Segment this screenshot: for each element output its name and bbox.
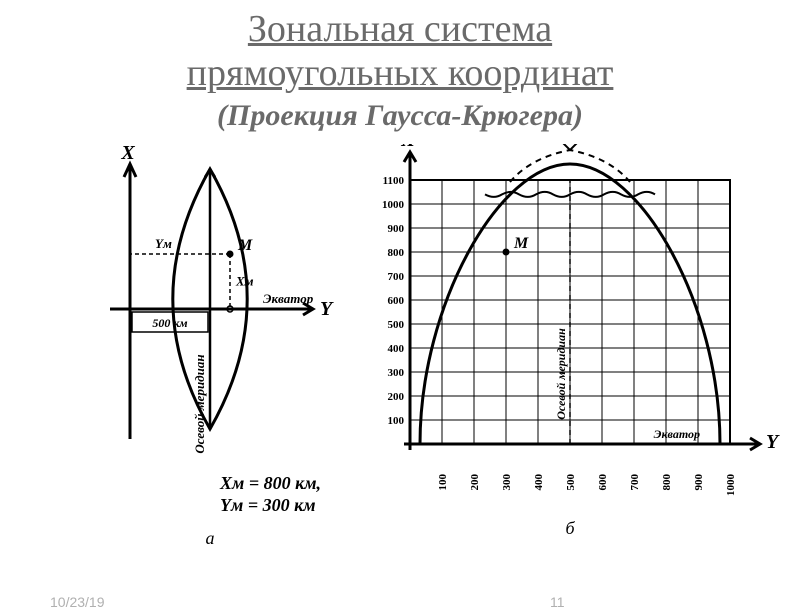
svg-text:X: X [400,144,415,151]
svg-text:Xм: Xм [235,273,254,288]
svg-text:200: 200 [469,473,481,490]
svg-text:Экватор: Экватор [263,291,314,306]
svg-text:500: 500 [388,319,405,331]
figure-area: X Y Экватор 500 км M Yм Xм Осевой меридиан Xм = … [0,144,800,564]
svg-text:800: 800 [388,247,405,259]
diagram-a: X Y Экватор 500 км M Yм Xм Осевой меридиан Xм = … [60,144,360,564]
svg-text:Осевой меридиан: Осевой меридиан [554,328,568,420]
svg-text:Y: Y [320,298,334,320]
footer-page: 11 [550,594,565,610]
svg-text:300: 300 [501,473,513,490]
svg-text:Yм: Yм [155,236,172,251]
svg-text:Yм = 300 км: Yм = 300 км [220,495,316,515]
svg-text:800: 800 [661,473,673,490]
svg-text:900: 900 [693,473,705,490]
svg-text:1000: 1000 [382,199,405,211]
svg-text:300: 300 [388,367,405,379]
svg-text:Xм = 800 км,: Xм = 800 км, [219,473,321,493]
svg-text:100: 100 [437,473,449,490]
footer-date: 10/23/19 [50,594,105,610]
svg-text:500 км: 500 км [152,316,187,330]
svg-text:1000: 1000 [725,473,737,496]
svg-text:900: 900 [388,223,405,235]
diagram-b: X Y Экватор 100 200 300 400 500 600 700 800 900 1000… [360,144,780,564]
svg-text:200: 200 [388,391,405,403]
svg-text:б: б [565,518,575,538]
svg-text:600: 600 [597,473,609,490]
svg-text:M: M [513,235,529,252]
title-sub: (Проекция Гаусса-Крюгера) [0,99,800,134]
svg-text:500: 500 [565,473,577,490]
svg-text:700: 700 [388,271,405,283]
svg-text:Экватор: Экватор [654,427,700,441]
svg-text:а: а [206,528,215,548]
svg-text:1100: 1100 [383,175,405,187]
title-block: Зональная система прямоугольных координа… [0,0,800,134]
svg-text:100: 100 [388,415,405,427]
title-line2: прямоугольных координат [0,52,800,96]
svg-text:400: 400 [388,343,405,355]
title-line1: Зональная система [0,8,800,52]
svg-text:Осевой меридиан: Осевой меридиан [192,354,207,453]
svg-text:700: 700 [629,473,641,490]
svg-text:X: X [120,144,135,164]
svg-text:M: M [237,237,253,254]
svg-text:600: 600 [388,295,405,307]
svg-text:Y: Y [766,431,780,453]
svg-text:400: 400 [533,473,545,490]
